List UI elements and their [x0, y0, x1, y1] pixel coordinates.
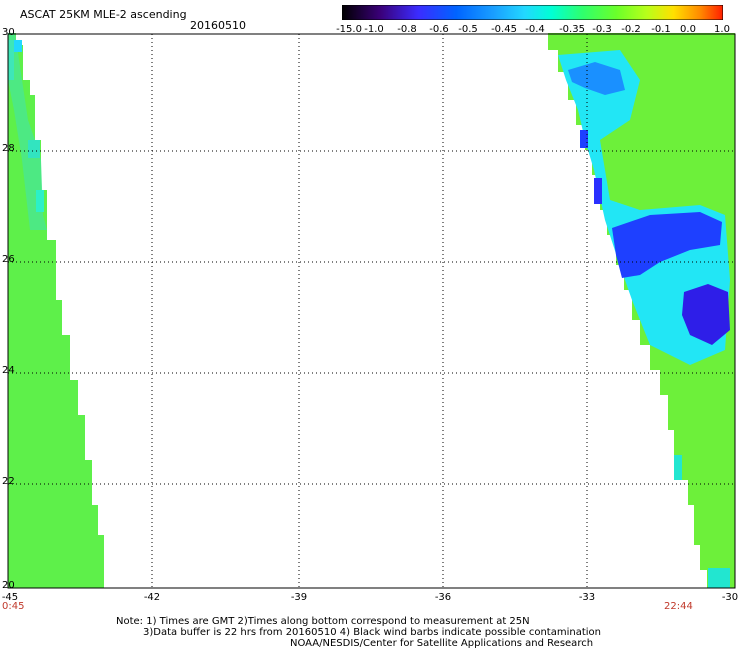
colorbar-label: -0.8 — [397, 24, 417, 35]
note-line-3: NOAA/NESDIS/Center for Satellite Applica… — [290, 638, 594, 649]
left-swath-cyan-spot — [8, 40, 14, 80]
x-tick-label: -36 — [434, 592, 452, 603]
colorbar-label: -0.4 — [525, 24, 545, 35]
colorbar-label: -1.0 — [364, 24, 384, 35]
colorbar-label: -0.3 — [592, 24, 612, 35]
scatterometer-map — [7, 33, 736, 589]
x-tick-label: -39 — [290, 592, 308, 603]
colorbar-label: -0.5 — [458, 24, 478, 35]
left-swath-cyan-spot — [28, 140, 40, 158]
y-tick-label: 26 — [2, 254, 15, 265]
x-tick-label: -30 — [721, 592, 739, 603]
colorbar-label: 0.0 — [680, 24, 696, 35]
x-tick-label: -45 — [1, 592, 19, 603]
y-tick-label: 24 — [2, 365, 15, 376]
right-swath-blue-core — [682, 284, 730, 345]
plot-frame — [7, 33, 736, 589]
right-swath-blue-north — [568, 62, 625, 95]
colorbar-label: 1.0 — [714, 24, 730, 35]
colorbar — [342, 5, 723, 20]
note-line-1: Note: 1) Times are GMT 2)Times along bot… — [116, 616, 530, 627]
right-swath-blue-spot — [594, 178, 602, 204]
colorbar-label: -0.2 — [621, 24, 641, 35]
colorbar-label: -0.35 — [559, 24, 585, 35]
colorbar-label: -0.1 — [651, 24, 671, 35]
colorbar-label: -0.6 — [429, 24, 449, 35]
figure-title: ASCAT 25KM MLE-2 ascending — [20, 8, 187, 21]
right-swath-blue-spot — [580, 130, 588, 148]
time-label-left: 0:45 — [2, 601, 25, 612]
x-tick-label: -42 — [143, 592, 161, 603]
y-tick-label: 28 — [2, 143, 15, 154]
colorbar-label: -15.0 — [336, 24, 362, 35]
time-label-right: 22:44 — [664, 601, 693, 612]
x-tick-label: -33 — [578, 592, 596, 603]
figure-date: 20160510 — [190, 19, 246, 32]
right-swath-cyan-spot — [708, 568, 730, 588]
right-swath-cyan — [558, 50, 730, 365]
colorbar-label: -0.45 — [491, 24, 517, 35]
right-swath-cyan-spot — [674, 455, 682, 480]
note-line-2: 3)Data buffer is 22 hrs from 20160510 4)… — [143, 627, 601, 638]
left-swath-cyan-spot — [36, 190, 44, 212]
right-swath-blue-band — [612, 212, 722, 278]
left-swath-teal — [8, 33, 47, 230]
y-tick-label: 20 — [2, 580, 15, 591]
colorbar-labels: -15.0 -1.0 -0.8 -0.6 -0.5 -0.45 -0.4 -0.… — [330, 24, 740, 36]
y-tick-label: 22 — [2, 476, 15, 487]
left-swath-cyan-spot — [14, 40, 22, 52]
grid — [8, 33, 735, 588]
y-tick-label: 30 — [2, 27, 15, 38]
